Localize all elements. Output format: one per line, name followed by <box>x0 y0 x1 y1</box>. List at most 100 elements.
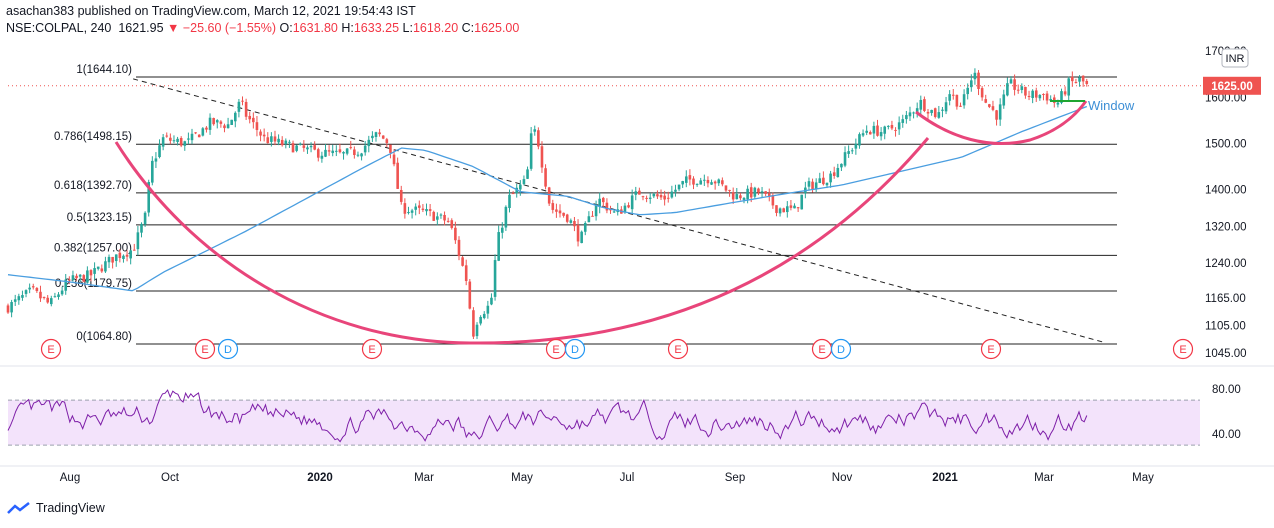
candle-body <box>360 153 363 157</box>
candle-body <box>890 125 894 129</box>
candle-body <box>345 148 349 154</box>
candle-body <box>724 185 728 191</box>
candle-body <box>82 275 86 282</box>
candle-body <box>396 162 399 189</box>
candle-body <box>887 125 890 127</box>
candle-body <box>443 214 446 221</box>
candle-body <box>1009 79 1013 84</box>
candle-body <box>21 295 24 298</box>
rounding-bottom-arc <box>114 137 930 345</box>
rsi-tick-label: 80.00 <box>1212 384 1241 396</box>
candle-body <box>28 287 31 290</box>
candle-body <box>908 112 912 117</box>
candle-body <box>342 152 345 154</box>
symbol-info: NSE:COLPAL, 240 1621.95 ▼ −25.60 (−1.55%… <box>6 20 519 37</box>
high-label: H: <box>341 21 354 35</box>
open-value: 1631.80 <box>292 21 338 35</box>
event-label: E <box>818 344 825 356</box>
candle-body <box>10 302 13 313</box>
dividend-icon <box>830 338 852 360</box>
candle-body <box>1060 91 1063 103</box>
candle-body <box>814 182 818 189</box>
candle-body <box>500 227 504 233</box>
candle-body <box>414 206 417 210</box>
candle-body <box>562 212 565 216</box>
candle-body <box>1078 77 1081 82</box>
candle-body <box>688 175 692 180</box>
candle-body <box>248 115 252 120</box>
moving-average-line <box>7 105 1088 292</box>
candle-body <box>53 296 57 298</box>
candle-body <box>843 152 847 166</box>
candle-body <box>316 149 320 158</box>
fib-level-label: 0.618(1392.70) <box>54 180 132 192</box>
candle-body <box>262 134 266 137</box>
candle-body <box>753 187 757 197</box>
candle-body <box>1006 83 1009 96</box>
candle-body <box>912 112 915 114</box>
candle-body <box>1074 82 1078 84</box>
candle-body <box>868 131 872 135</box>
candle-body <box>226 124 230 129</box>
candle-body <box>537 130 540 147</box>
candle-body <box>35 288 39 292</box>
candle-body <box>721 180 724 185</box>
candle-body <box>547 187 551 204</box>
price-badge-text: 1625.00 <box>1211 81 1253 93</box>
candle-body <box>677 184 681 190</box>
candle-body <box>151 160 154 183</box>
candle-body <box>771 195 775 206</box>
candle-body <box>313 145 316 150</box>
candle-body <box>475 324 479 337</box>
candle-body <box>656 194 659 197</box>
candle-body <box>576 225 580 242</box>
price-tick-label: 1320.00 <box>1205 221 1247 233</box>
price-tick-label: 1240.00 <box>1205 258 1247 270</box>
candle-body <box>172 140 176 142</box>
footer: TradingView <box>6 500 105 516</box>
candle-body <box>710 182 713 185</box>
candle-body <box>154 158 158 162</box>
currency-label: INR <box>1226 53 1245 65</box>
candle-body <box>706 179 710 184</box>
candle-body <box>988 104 991 107</box>
candle-body <box>959 105 962 107</box>
candle-body <box>872 125 876 134</box>
price-tick-label: 1045.00 <box>1205 348 1247 360</box>
candle-body <box>392 154 396 165</box>
candle-body <box>876 125 879 136</box>
candle-body <box>179 138 183 146</box>
candle-body <box>782 208 785 213</box>
candle-body <box>529 133 533 169</box>
candle-body <box>775 205 778 213</box>
price-badge <box>1203 76 1261 95</box>
candle-body <box>930 109 933 114</box>
candle-body <box>338 149 342 153</box>
candle-body <box>68 279 71 281</box>
candle-body <box>237 101 241 112</box>
candle-body <box>789 205 793 208</box>
candle-body <box>125 254 129 257</box>
candle-body <box>728 189 731 191</box>
event-label: E <box>987 344 994 356</box>
currency-box[interactable] <box>1221 48 1249 68</box>
brand-name: TradingView <box>36 501 105 515</box>
candle-body <box>482 313 486 319</box>
candle-body <box>169 137 172 141</box>
candle-body <box>511 193 515 195</box>
candle-body <box>320 155 324 159</box>
down-arrow-icon: ▼ <box>167 21 180 35</box>
candle-body <box>410 210 414 213</box>
candle-body <box>60 290 64 295</box>
dividend-icon <box>217 338 239 360</box>
candle-body <box>840 163 843 168</box>
candle-body <box>24 290 28 294</box>
candle-body <box>161 137 165 147</box>
candle-body <box>17 296 21 301</box>
time-axis[interactable]: Aug Oct 2020 Mar May Jul Sep Nov 2021 Mar May <box>0 465 1274 484</box>
candle-body <box>897 122 901 130</box>
time-tick-label: May <box>1132 472 1154 484</box>
candle-body <box>421 208 425 210</box>
